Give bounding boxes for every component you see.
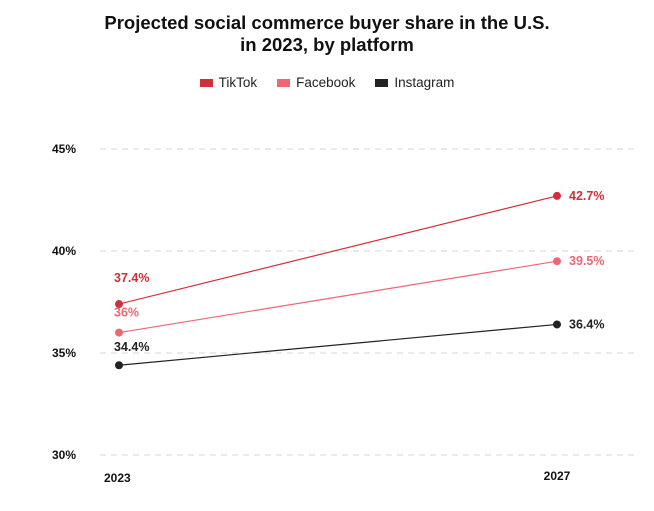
x-tick-label: 2023 [104, 471, 131, 485]
data-point-facebook [115, 328, 123, 337]
legend-item-instagram[interactable]: Instagram [375, 75, 454, 90]
legend-label-facebook: Facebook [296, 75, 356, 90]
y-tick-label: 45% [52, 142, 76, 156]
legend-swatch-tiktok [199, 78, 213, 87]
data-point-facebook [553, 257, 561, 266]
series-line-facebook [118, 260, 558, 334]
series-line-tiktok [118, 195, 558, 305]
data-label-facebook: 39.5% [569, 254, 604, 268]
data-point-instagram [115, 361, 123, 370]
data-point-instagram [553, 320, 561, 329]
data-label-tiktok: 37.4% [114, 271, 149, 285]
legend-label-instagram: Instagram [394, 75, 455, 90]
chart-title-line-1: Projected social commerce buyer share in… [104, 12, 550, 33]
legend-swatch-facebook [277, 78, 291, 87]
chart-title: Projected social commerce buyer share in… [0, 12, 654, 56]
data-label-tiktok: 42.7% [569, 189, 604, 203]
legend-item-facebook[interactable]: Facebook [277, 75, 355, 90]
data-point-tiktok [115, 300, 123, 309]
data-label-facebook: 36% [114, 306, 139, 320]
y-tick-label: 40% [52, 244, 76, 258]
x-tick-label: 2027 [544, 469, 571, 483]
legend-item-tiktok[interactable]: TikTok [199, 75, 258, 90]
y-tick-label: 30% [52, 448, 76, 462]
series-line-instagram [118, 323, 558, 366]
legend-label-tiktok: TikTok [218, 75, 258, 90]
data-label-instagram: 36.4% [569, 317, 604, 331]
legend-swatch-instagram [375, 78, 389, 87]
chart-title-line-2: in 2023, by platform [240, 34, 414, 55]
data-label-instagram: 34.4% [114, 340, 149, 354]
legend: TikTok Facebook Instagram [0, 75, 654, 90]
y-tick-label: 35% [52, 346, 76, 360]
data-point-tiktok [553, 191, 561, 200]
